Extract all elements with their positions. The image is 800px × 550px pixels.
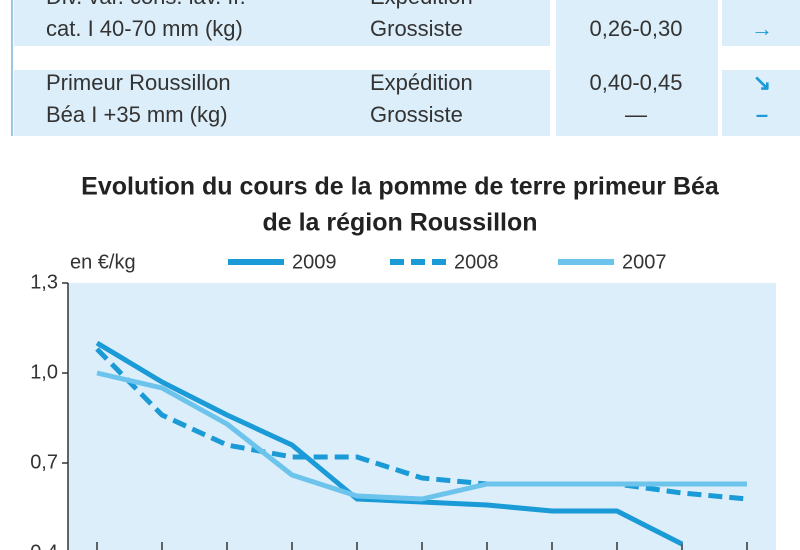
trend-arrow: → bbox=[751, 16, 773, 41]
chart: 0,4 0,7 1,0 1,3 2009 2008 2007 bbox=[30, 251, 748, 550]
legend-label: 2009 bbox=[292, 251, 337, 273]
plot-area bbox=[68, 283, 776, 550]
product-text: Div. var. cons. lav. fr. bbox=[46, 0, 246, 9]
product-text: Béa I +35 mm (kg) bbox=[46, 102, 228, 127]
row-band bbox=[14, 0, 550, 46]
row-band bbox=[722, 0, 800, 46]
legend-label: 2007 bbox=[622, 251, 667, 273]
y-axis-label: en €/kg bbox=[70, 251, 136, 273]
stage-text: Expédition bbox=[370, 70, 473, 95]
y-tick-label: 1,0 bbox=[30, 361, 58, 383]
price-text: 0,40-0,45 bbox=[590, 70, 683, 95]
price-column bbox=[556, 0, 718, 136]
chart-title: de la région Roussillon bbox=[262, 209, 537, 237]
trend-arrow: ↘ bbox=[753, 70, 771, 95]
price-text: 0,26-0,30 bbox=[590, 16, 683, 41]
series-line bbox=[95, 347, 748, 502]
stage-text: Grossiste bbox=[370, 102, 463, 127]
row-band bbox=[14, 70, 550, 136]
table: Div. var. cons. lav. fr. Expédition cat. I… bbox=[46, 0, 773, 127]
stage-text: Grossiste bbox=[370, 16, 463, 41]
chart-title: Evolution du cours de la pomme de terre … bbox=[81, 173, 720, 201]
stage-text: Expédition bbox=[370, 0, 473, 9]
price-text: — bbox=[625, 102, 647, 127]
product-text: cat. I 40-70 mm (kg) bbox=[46, 16, 243, 41]
legend-label: 2008 bbox=[454, 251, 499, 273]
series-line bbox=[95, 340, 684, 547]
product-text: Primeur Roussillon bbox=[46, 70, 231, 95]
row-band bbox=[722, 70, 800, 136]
y-tick-label: 0,4 bbox=[30, 541, 58, 550]
y-tick-label: 0,7 bbox=[30, 451, 58, 473]
trend-arrow: – bbox=[756, 102, 768, 127]
y-tick-label: 1,3 bbox=[30, 271, 58, 293]
series-line bbox=[96, 370, 747, 502]
